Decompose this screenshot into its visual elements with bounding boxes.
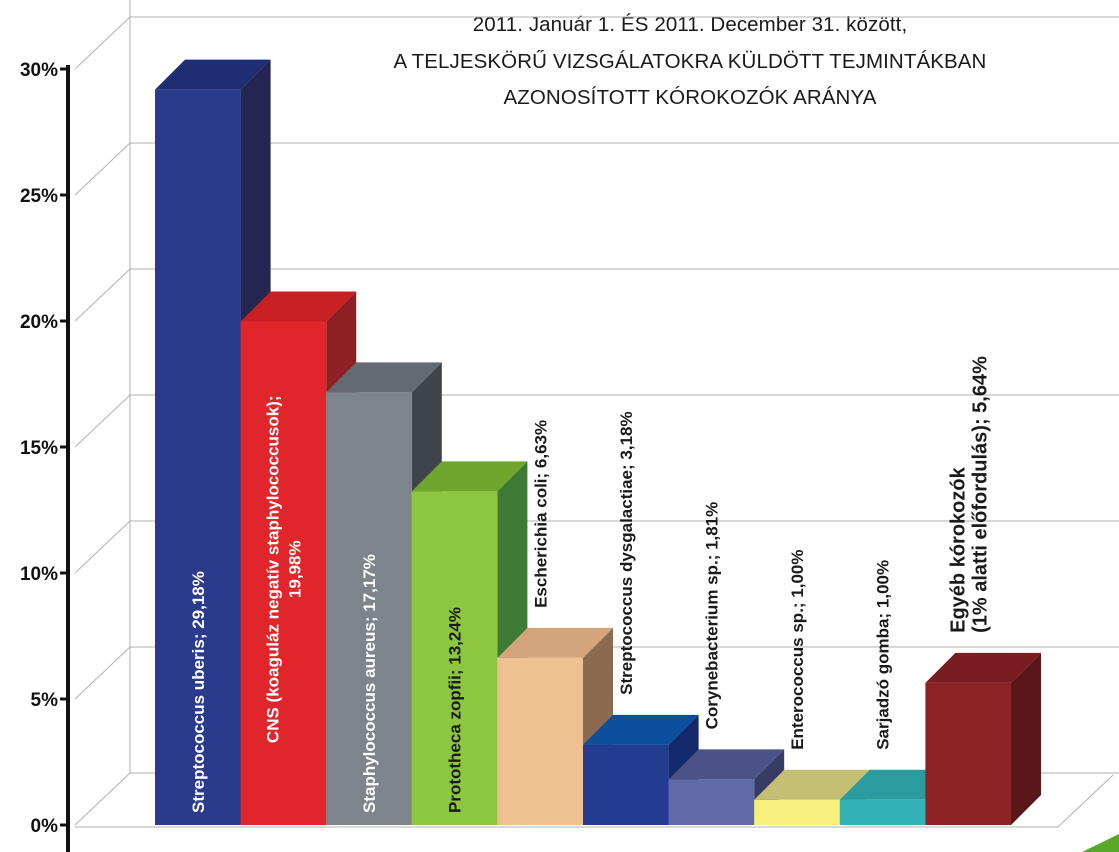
data-label-corynebacterium-sp: Corynebacterium sp.; 1,81% xyxy=(703,502,722,730)
data-label-line: Escherichia coli; 6,63% xyxy=(531,420,550,608)
bar-prototheca-zopfii xyxy=(411,491,498,825)
y-tick-label: 15% xyxy=(20,438,58,459)
bar-top-enterococcus-sp xyxy=(754,769,870,800)
bar-streptococcus-dysgalactiae xyxy=(583,744,669,825)
data-label-streptococcus-uberis: Streptococcus uberis; 29,18% xyxy=(189,571,208,813)
bar-top-streptococcus-dysgalactiae xyxy=(583,714,699,745)
bar-staphylococcus-aureus xyxy=(326,392,412,825)
data-label-line: CNS (koaguláz negatív staphylococcusok); xyxy=(264,395,283,743)
bar-top-cns-koagul-z-negat-v-staphylococcusok xyxy=(240,291,357,322)
data-label-line: Staphylococcus aureus; 17,17% xyxy=(360,554,379,813)
bar-sarjadz-gomba xyxy=(839,799,926,825)
gridline-diagonal xyxy=(74,142,131,196)
data-label-line: Sarjadzó gomba; 1,00% xyxy=(874,560,893,750)
chart-title-line-2: A TELJESKÖRŰ VIZSGÁLATOKRA KÜLDÖTT TEJMI… xyxy=(393,50,987,73)
bar-cns-koagul-z-negat-v-staphylococcusok xyxy=(240,321,327,825)
bar-streptococcus-uberis xyxy=(155,89,241,825)
gridline-diagonal xyxy=(74,16,131,70)
y-tick-label: 20% xyxy=(20,312,58,333)
data-label-line: Enterococcus sp.; 1,00% xyxy=(788,549,807,749)
bar-enterococcus-sp xyxy=(754,799,840,825)
bar-top-egy-b-k-rokoz-k-1-alatti-el-fordul-s xyxy=(925,652,1041,683)
bar-top-streptococcus-uberis xyxy=(155,59,271,90)
gridline-diagonal xyxy=(74,268,131,322)
chart-title-line-3: AZONOSÍTOTT KÓROKOZÓK ARÁNYA xyxy=(503,86,877,109)
accent-arrow-shape xyxy=(1082,834,1119,852)
chart-title-line-1: 2011. Január 1. ÉS 2011. December 31. kö… xyxy=(472,13,908,36)
data-label-line: 19,98% xyxy=(286,540,305,598)
y-tick-label: 10% xyxy=(20,564,58,585)
gridline-diagonal xyxy=(74,394,131,448)
data-label-line: Streptococcus uberis; 29,18% xyxy=(189,571,208,813)
y-tick-label: 25% xyxy=(20,186,58,207)
data-label-egy-b-k-rokoz-k-1-alatti-el-fordul-s: Egyéb kórokozók (1% alatti előfordulás); … xyxy=(947,356,991,633)
gridline-diagonal xyxy=(74,772,131,826)
bar-egy-b-k-rokoz-k-1-alatti-el-fordul-s xyxy=(925,682,1011,825)
data-label-line: (1% alatti előfordulás); 5,64% xyxy=(969,356,991,633)
data-label-prototheca-zopfii: Prototheca zopfii; 13,24% xyxy=(446,607,465,813)
data-label-sarjadz-gomba: Sarjadzó gomba; 1,00% xyxy=(874,560,893,750)
y-tick-label: 5% xyxy=(31,690,59,711)
gridline-diagonal xyxy=(74,646,131,700)
data-label-enterococcus-sp: Enterococcus sp.; 1,00% xyxy=(788,549,807,749)
data-label-line: Streptococcus dysgalactiae; 3,18% xyxy=(617,411,636,694)
floor-right-edge xyxy=(1057,774,1114,828)
bar-corynebacterium-sp xyxy=(668,779,755,825)
data-label-staphylococcus-aureus: Staphylococcus aureus; 17,17% xyxy=(360,554,379,813)
data-label-cns-koagul-z-negat-v-staphylococcusok: CNS (koaguláz negatív staphylococcusok);… xyxy=(264,395,305,743)
bar-top-corynebacterium-sp xyxy=(668,749,785,780)
data-label-line: Egyéb kórokozók xyxy=(947,466,969,632)
y-tick-label: 0% xyxy=(31,816,59,837)
bar-escherichia-coli xyxy=(497,657,583,825)
data-label-line: Corynebacterium sp.; 1,81% xyxy=(703,502,722,730)
data-label-streptococcus-dysgalactiae: Streptococcus dysgalactiae; 3,18% xyxy=(617,411,636,694)
data-label-line: Prototheca zopfii; 13,24% xyxy=(446,607,465,813)
bar-top-prototheca-zopfii xyxy=(411,461,528,492)
y-tick-label: 30% xyxy=(20,60,58,81)
data-label-escherichia-coli: Escherichia coli; 6,63% xyxy=(531,420,550,608)
bar-side-egy-b-k-rokoz-k-1-alatti-el-fordul-s xyxy=(1011,652,1041,825)
bar-top-staphylococcus-aureus xyxy=(326,362,442,393)
bar-top-escherichia-coli xyxy=(497,627,613,658)
gridline-diagonal xyxy=(74,520,131,574)
